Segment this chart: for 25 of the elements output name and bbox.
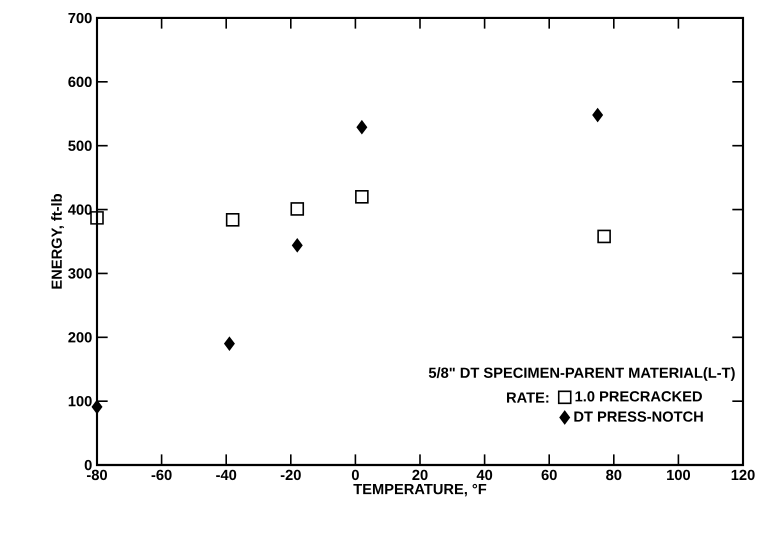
y-tick-label: 0	[84, 460, 92, 470]
x-tick-label: 20	[412, 470, 428, 480]
x-tick-label: 80	[606, 470, 622, 480]
x-tick-label: 60	[542, 470, 557, 480]
y-tick-label: 600	[68, 76, 92, 88]
x-axis-title: TEMPERATURE, °F	[353, 484, 486, 496]
x-tick-label: -60	[152, 470, 172, 480]
x-tick-label: 120	[732, 470, 755, 480]
y-tick-label: 100	[68, 396, 92, 406]
legend-title: 5/8" DT SPECIMEN-PARENT MATERIAL(L-T)	[428, 367, 735, 381]
x-tick-label: -40	[216, 470, 236, 480]
x-tick-label: -20	[280, 470, 301, 480]
y-tick-label: 300	[68, 268, 92, 279]
legend-label: 1.0 PRECRACKED	[576, 391, 702, 402]
x-tick-label: 100	[667, 470, 690, 480]
y-tick-label: 700	[68, 12, 92, 24]
legend-label: DT PRESS-NOTCH	[574, 411, 703, 422]
x-tick-label: -80	[86, 470, 107, 480]
x-tick-label: 40	[476, 470, 492, 480]
y-tick-label: 500	[68, 140, 92, 151]
y-tick-label: 200	[68, 332, 92, 342]
x-tick-label: 0	[352, 470, 359, 480]
y-axis-title: ENERGY, ft-lb	[51, 194, 64, 289]
y-tick-label: 400	[68, 204, 92, 215]
annotation: RATE:	[507, 392, 548, 403]
